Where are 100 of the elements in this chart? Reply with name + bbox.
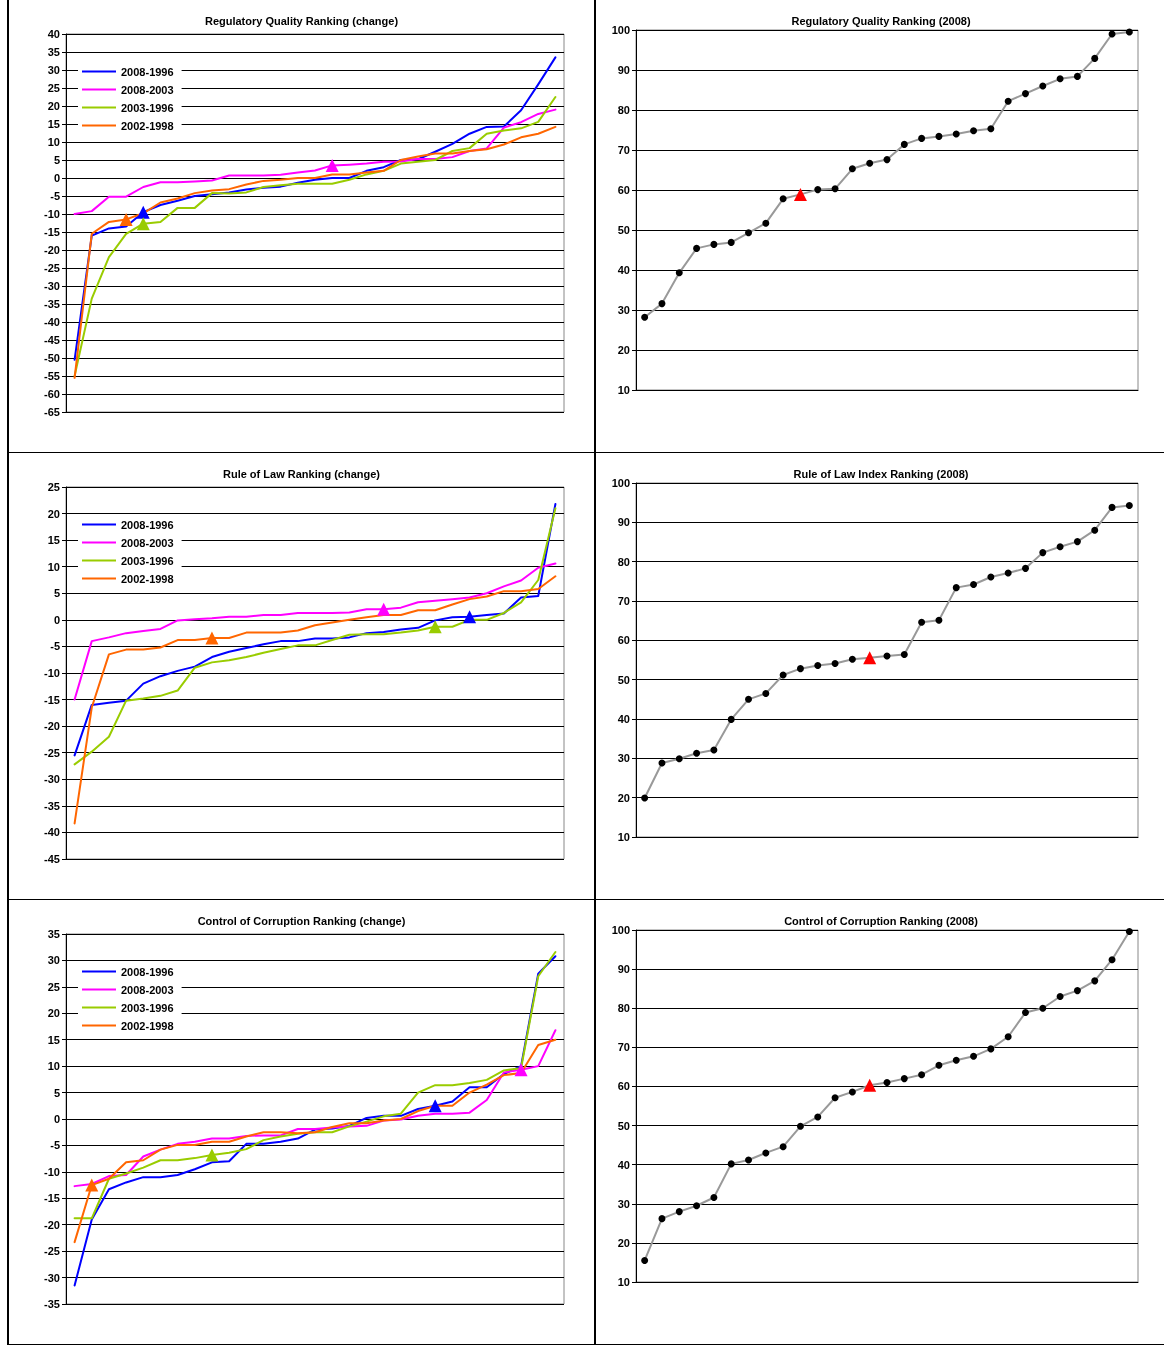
y-tick-label: 60: [617, 634, 630, 647]
y-tick-label: -25: [44, 262, 60, 274]
y-tick-label: 30: [47, 954, 60, 967]
y-tick-label: 0: [53, 613, 60, 626]
y-tick-label: 10: [617, 1276, 630, 1288]
y-tick-label: 5: [53, 1086, 60, 1099]
y-tick-label: 50: [617, 224, 630, 236]
y-tick-label: 25: [47, 980, 60, 993]
y-tick-label: 80: [617, 555, 630, 568]
y-tick-label: 30: [617, 752, 630, 765]
y-tick-label: -5: [50, 1139, 60, 1152]
y-tick-label: 10: [47, 1060, 60, 1073]
y-tick-label: 100: [611, 924, 630, 936]
y-tick-label: 25: [47, 82, 60, 94]
y-tick-label: -65: [44, 406, 60, 418]
y-tick-label: -30: [44, 773, 60, 786]
y-tick-label: -40: [44, 316, 60, 328]
y-tick-label: 100: [611, 24, 630, 36]
legend-label: 2008-1996: [121, 518, 174, 531]
y-tick-label: 20: [617, 344, 630, 356]
y-tick-label: 40: [47, 28, 60, 40]
y-tick-label: 60: [617, 184, 630, 196]
y-tick-label: -15: [44, 693, 60, 706]
y-tick-label: -35: [44, 1298, 60, 1310]
legend-label: 2008-1996: [121, 965, 174, 978]
y-tick-label: 5: [53, 587, 60, 600]
y-tick-label: -10: [44, 208, 60, 220]
y-tick-label: -50: [44, 352, 60, 364]
y-tick-label: -45: [44, 853, 60, 865]
y-tick-label: -20: [44, 1218, 60, 1231]
y-tick-label: -30: [44, 280, 60, 292]
legend-label: 2002-1998: [121, 572, 174, 585]
y-tick-label: 70: [617, 595, 630, 607]
legend-label: 2002-1998: [121, 119, 174, 132]
y-tick-label: -5: [50, 190, 60, 202]
y-tick-label: 90: [617, 963, 630, 976]
legend-label: 2002-1998: [121, 1019, 174, 1032]
legend-label: 2008-1996: [121, 65, 174, 78]
y-tick-label: 90: [617, 64, 630, 76]
y-tick-label: -15: [44, 226, 60, 238]
y-tick-label: -10: [44, 667, 60, 679]
legend-label: 2008-2003: [121, 983, 174, 996]
y-tick-label: 10: [617, 831, 630, 843]
y-tick-label: 50: [617, 1119, 630, 1132]
y-tick-label: -45: [44, 334, 60, 346]
y-tick-label: 30: [617, 304, 630, 316]
chart-title: Regulatory Quality Ranking (change): [204, 14, 399, 27]
y-tick-label: 50: [617, 673, 630, 686]
y-tick-label: 70: [617, 1041, 630, 1054]
legend-label: 2003-1996: [121, 554, 174, 567]
y-tick-label: 40: [617, 1158, 630, 1171]
y-tick-label: 20: [47, 100, 60, 112]
y-tick-label: 60: [617, 1080, 630, 1093]
y-tick-label: 100: [611, 477, 630, 489]
y-tick-label: 10: [617, 384, 630, 396]
y-tick-label: -20: [44, 244, 60, 256]
y-tick-label: 10: [47, 560, 60, 573]
y-tick-label: -20: [44, 720, 60, 733]
y-tick-label: 80: [617, 104, 630, 116]
y-tick-label: 20: [47, 1007, 60, 1020]
chart-title: Rule of Law Ranking (change): [222, 467, 381, 480]
y-tick-label: 5: [53, 154, 60, 166]
y-tick-label: 0: [53, 1113, 60, 1125]
y-tick-label: 80: [617, 1002, 630, 1015]
y-tick-label: 35: [47, 46, 60, 58]
chart-title: Control of Corruption Ranking (2008): [784, 914, 979, 927]
y-tick-label: -5: [50, 640, 60, 653]
y-tick-label: -25: [44, 1245, 60, 1258]
legend-label: 2003-1996: [121, 1001, 174, 1014]
y-tick-label: -55: [44, 370, 60, 382]
y-tick-label: 90: [617, 516, 630, 529]
chart-title: Rule of Law Index Ranking (2008): [793, 467, 969, 480]
y-tick-label: 40: [617, 713, 630, 725]
y-tick-label: 15: [47, 534, 60, 547]
y-tick-label: 35: [47, 928, 60, 940]
y-tick-label: 10: [47, 136, 60, 148]
y-tick-label: 0: [53, 172, 60, 184]
y-tick-label: -15: [44, 1192, 60, 1205]
y-tick-label: 15: [47, 1033, 60, 1046]
y-tick-label: 15: [47, 118, 60, 130]
y-tick-label: -10: [44, 1165, 60, 1178]
y-tick-label: 30: [617, 1197, 630, 1210]
y-tick-label: 20: [617, 1236, 630, 1249]
y-tick-label: -60: [44, 388, 60, 400]
chart-title: Regulatory Quality Ranking (2008): [791, 14, 971, 27]
legend-label: 2003-1996: [121, 101, 174, 114]
y-tick-label: -25: [44, 746, 60, 759]
y-tick-label: 20: [617, 791, 630, 804]
y-tick-label: 70: [617, 144, 630, 156]
y-tick-label: -35: [44, 799, 60, 812]
y-tick-label: -35: [44, 298, 60, 310]
y-tick-label: 20: [47, 507, 60, 520]
y-tick-label: 25: [47, 481, 60, 493]
y-tick-label: 30: [47, 64, 60, 76]
legend-label: 2008-2003: [121, 83, 174, 96]
legend-label: 2008-2003: [121, 536, 174, 549]
y-tick-label: 40: [617, 264, 630, 276]
chart-title: Control of Corruption Ranking (change): [197, 914, 406, 927]
y-tick-label: -30: [44, 1271, 60, 1284]
y-tick-label: -40: [44, 826, 60, 839]
